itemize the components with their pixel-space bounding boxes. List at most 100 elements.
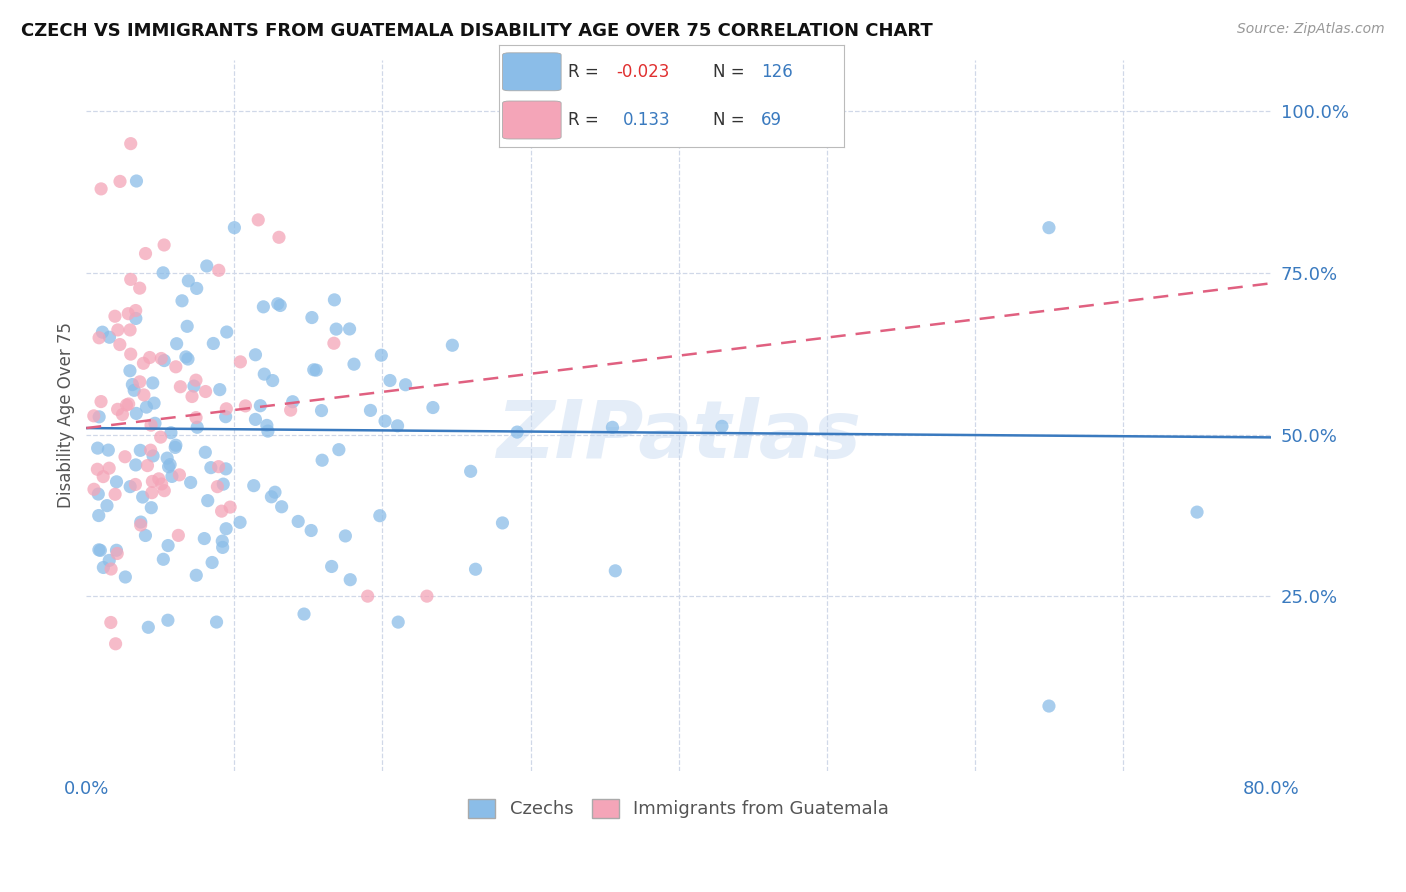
Point (186, 281, 208, 295)
Point (328, 442, 350, 457)
Point (160, 469, 183, 483)
Point (387, 418, 409, 433)
Point (114, 570, 136, 584)
Point (132, 356, 155, 370)
Point (193, 532, 215, 546)
Point (422, 401, 444, 415)
Point (87, 331, 110, 345)
Point (166, 336, 188, 351)
Point (229, 516, 252, 530)
Point (143, 417, 166, 431)
Point (301, 310, 323, 325)
Point (150, 351, 173, 366)
Text: 126: 126 (761, 62, 793, 81)
Point (159, 458, 181, 472)
Point (132, 388, 155, 402)
Point (121, 377, 143, 392)
Point (208, 383, 231, 397)
Point (460, 464, 482, 478)
Point (129, 515, 152, 529)
Point (156, 613, 179, 627)
Point (491, 516, 513, 530)
Point (215, 409, 238, 424)
Point (506, 425, 529, 439)
Point (141, 485, 163, 500)
Point (235, 399, 257, 413)
Point (86, 462, 108, 476)
Point (83, 483, 105, 497)
Point (200, 460, 222, 475)
Point (118, 397, 141, 411)
Point (89, 543, 111, 558)
Point (321, 559, 343, 574)
Point (97, 443, 120, 458)
Point (1185, 505, 1208, 519)
Point (128, 375, 150, 389)
Point (605, 564, 627, 578)
Point (387, 615, 409, 629)
Point (167, 528, 190, 542)
Point (115, 398, 138, 412)
Point (267, 297, 290, 311)
Point (195, 259, 218, 273)
Point (141, 475, 163, 489)
Point (125, 303, 148, 318)
Point (134, 528, 156, 542)
Text: R =: R = (568, 111, 609, 129)
Point (98, 461, 121, 475)
Point (120, 323, 142, 337)
Point (142, 376, 165, 390)
Point (156, 451, 179, 466)
Point (131, 490, 153, 504)
Point (157, 539, 180, 553)
Point (91, 469, 114, 483)
Point (125, 406, 148, 420)
Point (197, 493, 219, 508)
Point (183, 379, 205, 393)
Point (194, 384, 217, 399)
Point (211, 504, 233, 518)
Y-axis label: Disability Age Over 75: Disability Age Over 75 (58, 322, 75, 508)
Point (602, 420, 624, 434)
Point (219, 500, 242, 515)
Point (343, 357, 366, 371)
Point (207, 480, 229, 494)
Point (194, 445, 217, 459)
Point (107, 323, 129, 337)
Point (177, 351, 200, 366)
Point (262, 374, 284, 388)
Point (464, 562, 486, 576)
Point (186, 568, 208, 582)
Point (114, 450, 136, 464)
Point (711, 419, 734, 434)
Point (136, 620, 159, 634)
Point (256, 418, 278, 433)
Text: R =: R = (568, 62, 605, 81)
Point (125, 174, 148, 188)
Point (311, 403, 333, 417)
Point (287, 515, 309, 529)
Point (264, 485, 287, 500)
Point (104, 310, 127, 324)
Point (100, 562, 122, 576)
Point (215, 325, 238, 339)
Point (87, 508, 110, 523)
Point (207, 459, 229, 474)
Point (96, 499, 118, 513)
Point (299, 524, 322, 538)
Point (249, 399, 271, 413)
Point (104, 637, 127, 651)
Point (181, 390, 204, 404)
Point (153, 238, 176, 252)
Point (157, 459, 180, 474)
Point (138, 351, 160, 365)
Point (229, 355, 252, 369)
Point (108, 174, 131, 188)
Point (215, 522, 238, 536)
Point (357, 589, 380, 603)
Text: 69: 69 (761, 111, 782, 129)
Point (184, 410, 207, 425)
Point (153, 483, 176, 498)
Point (90, 182, 112, 196)
Point (149, 430, 172, 444)
